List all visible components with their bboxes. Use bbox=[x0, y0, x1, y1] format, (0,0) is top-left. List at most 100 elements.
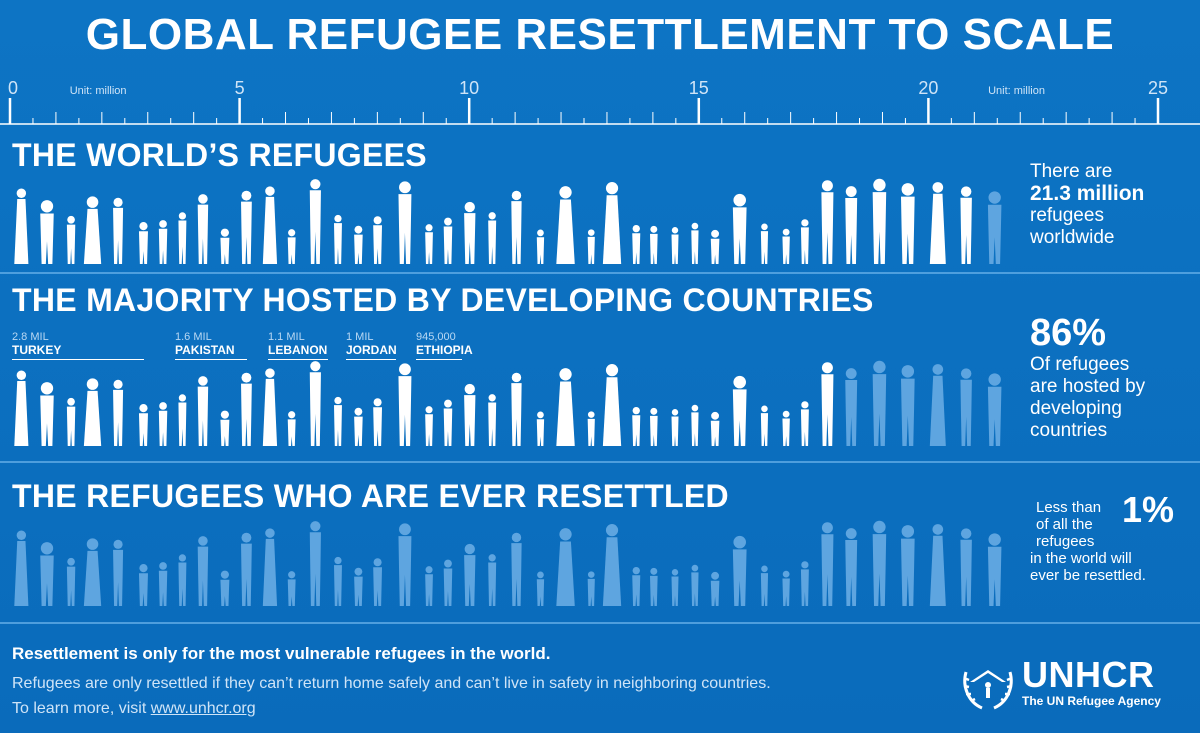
person-figure bbox=[158, 402, 168, 446]
person-figure bbox=[138, 564, 148, 606]
person-figure bbox=[872, 360, 887, 446]
side-text: worldwide bbox=[1030, 227, 1115, 248]
person-figure bbox=[900, 183, 915, 264]
person-figure bbox=[536, 229, 545, 264]
person-figure bbox=[14, 530, 29, 606]
footer-text: Refugees are only resettled if they can’… bbox=[12, 675, 771, 692]
person-figure bbox=[821, 180, 834, 264]
person-figure bbox=[987, 373, 1002, 446]
person-figure bbox=[309, 179, 321, 264]
person-figure bbox=[691, 404, 699, 446]
person-figure bbox=[287, 411, 296, 446]
person-figure bbox=[632, 224, 641, 264]
ruler-tick-label: 15 bbox=[689, 78, 709, 98]
person-figure bbox=[845, 186, 858, 264]
side-text: Of refugees bbox=[1030, 354, 1130, 375]
footer-text: To learn more, visit bbox=[12, 700, 151, 717]
person-figure bbox=[587, 229, 595, 264]
person-figure bbox=[464, 201, 476, 264]
side-number: 1% bbox=[1122, 489, 1175, 530]
country-name: TURKEY bbox=[12, 344, 144, 360]
person-figure bbox=[800, 401, 809, 446]
person-figure bbox=[334, 396, 342, 446]
person-figure bbox=[197, 376, 209, 446]
person-figure bbox=[536, 571, 545, 606]
page-title: GLOBAL REFUGEE RESETTLEMENT TO SCALE bbox=[85, 10, 1115, 59]
person-figure bbox=[732, 535, 747, 606]
country-name: JORDAN bbox=[346, 344, 397, 360]
person-figure bbox=[602, 182, 622, 264]
person-figure bbox=[929, 182, 946, 264]
country-value: 2.8 MIL bbox=[12, 331, 49, 343]
person-figure bbox=[241, 372, 252, 446]
side-text: There are bbox=[1030, 161, 1113, 182]
section-heading-resettled: THE REFUGEES WHO ARE EVER RESETTLED bbox=[12, 478, 729, 514]
person-figure bbox=[760, 565, 769, 606]
crowd-resettled bbox=[14, 520, 1002, 606]
person-figure bbox=[732, 375, 747, 446]
person-figure bbox=[398, 181, 412, 264]
side-text: are hosted by bbox=[1030, 376, 1146, 397]
person-figure bbox=[443, 217, 453, 264]
person-figure bbox=[929, 524, 946, 606]
scale-ruler: 0 5 10 15 20 25 Unit: million Unit: million bbox=[0, 78, 1200, 125]
person-figure bbox=[373, 398, 383, 446]
person-figure bbox=[650, 225, 658, 264]
person-figure bbox=[262, 368, 278, 446]
side-text: Less than bbox=[1036, 499, 1102, 516]
ruler-tick-label: 20 bbox=[918, 78, 938, 98]
person-figure bbox=[138, 222, 148, 264]
person-figure bbox=[556, 186, 575, 264]
person-figure bbox=[40, 382, 54, 446]
person-figure bbox=[178, 212, 187, 264]
person-figure bbox=[83, 378, 102, 446]
person-figure bbox=[138, 404, 148, 446]
country-value: 945,000 bbox=[416, 331, 456, 343]
person-figure bbox=[398, 523, 412, 606]
person-figure bbox=[158, 562, 168, 606]
country-value: 1 MIL bbox=[346, 331, 374, 343]
country-label-jordan: 1 MIL JORDAN bbox=[346, 331, 397, 360]
person-figure bbox=[488, 212, 497, 264]
person-figure bbox=[632, 406, 641, 446]
side-note-developing: 86% Of refugees are hosted by developing… bbox=[1030, 312, 1190, 442]
country-label-ethiopia: 945,000 ETHIOPIA bbox=[416, 331, 473, 360]
person-figure bbox=[929, 364, 946, 446]
ruler-tick-label: 0 bbox=[8, 78, 18, 98]
person-figure bbox=[158, 220, 168, 264]
person-figure bbox=[425, 224, 433, 264]
country-name: ETHIOPIA bbox=[416, 344, 473, 360]
ruler-tick-label: 5 bbox=[235, 78, 245, 98]
person-figure bbox=[83, 196, 102, 264]
side-number: 21.3 million bbox=[1030, 182, 1145, 205]
person-figure bbox=[309, 361, 321, 446]
country-name: LEBANON bbox=[268, 344, 328, 360]
section-heading-developing: THE MAJORITY HOSTED BY DEVELOPING COUNTR… bbox=[12, 282, 874, 318]
person-figure bbox=[197, 194, 209, 264]
person-figure bbox=[872, 520, 887, 606]
person-figure bbox=[287, 571, 296, 606]
person-figure bbox=[334, 214, 342, 264]
country-value: 1.6 MIL bbox=[175, 331, 212, 343]
person-figure bbox=[425, 406, 433, 446]
section-divider bbox=[0, 622, 1200, 624]
person-figure bbox=[14, 188, 29, 264]
person-figure bbox=[241, 532, 252, 606]
person-figure bbox=[220, 228, 230, 264]
ruler-unit-label: Unit: million bbox=[988, 85, 1045, 97]
person-figure bbox=[488, 394, 497, 446]
person-figure bbox=[113, 379, 124, 446]
person-figure bbox=[872, 178, 887, 264]
person-figure bbox=[66, 397, 76, 446]
person-figure bbox=[354, 567, 363, 606]
person-figure bbox=[556, 528, 575, 606]
unhcr-link[interactable]: www.unhcr.org bbox=[150, 700, 256, 717]
person-figure bbox=[800, 219, 809, 264]
person-figure bbox=[443, 399, 453, 446]
person-figure bbox=[587, 411, 595, 446]
person-figure bbox=[710, 571, 720, 606]
unhcr-emblem-icon bbox=[963, 670, 1013, 710]
person-figure bbox=[464, 543, 476, 606]
person-figure bbox=[671, 227, 679, 264]
